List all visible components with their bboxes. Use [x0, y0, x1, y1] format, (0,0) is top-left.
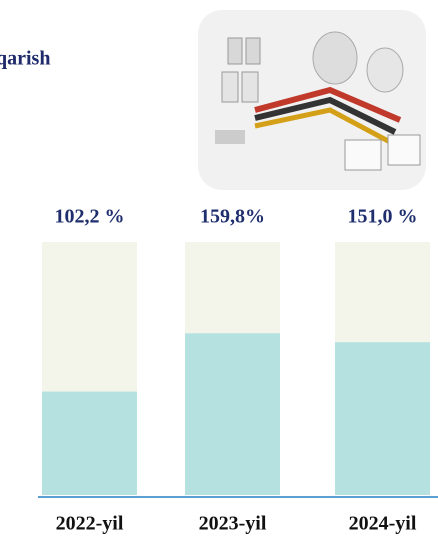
x-tick-label: 2022-yil	[56, 513, 124, 535]
chart-title: qarish	[0, 48, 50, 70]
x-tick-label: 2023-yil	[199, 513, 267, 535]
value-label: 102,2 %	[55, 206, 125, 228]
chart: qarish 102,2 % 2022-yil 159,8% 2023-yil 151,…	[0, 0, 438, 540]
bar	[185, 333, 280, 495]
value-label: 159,8%	[200, 206, 265, 228]
bar	[335, 342, 430, 495]
product-image	[198, 10, 426, 190]
value-label: 151,0 %	[348, 206, 418, 228]
x-tick-label: 2024-yil	[349, 513, 417, 535]
bar	[42, 392, 137, 495]
